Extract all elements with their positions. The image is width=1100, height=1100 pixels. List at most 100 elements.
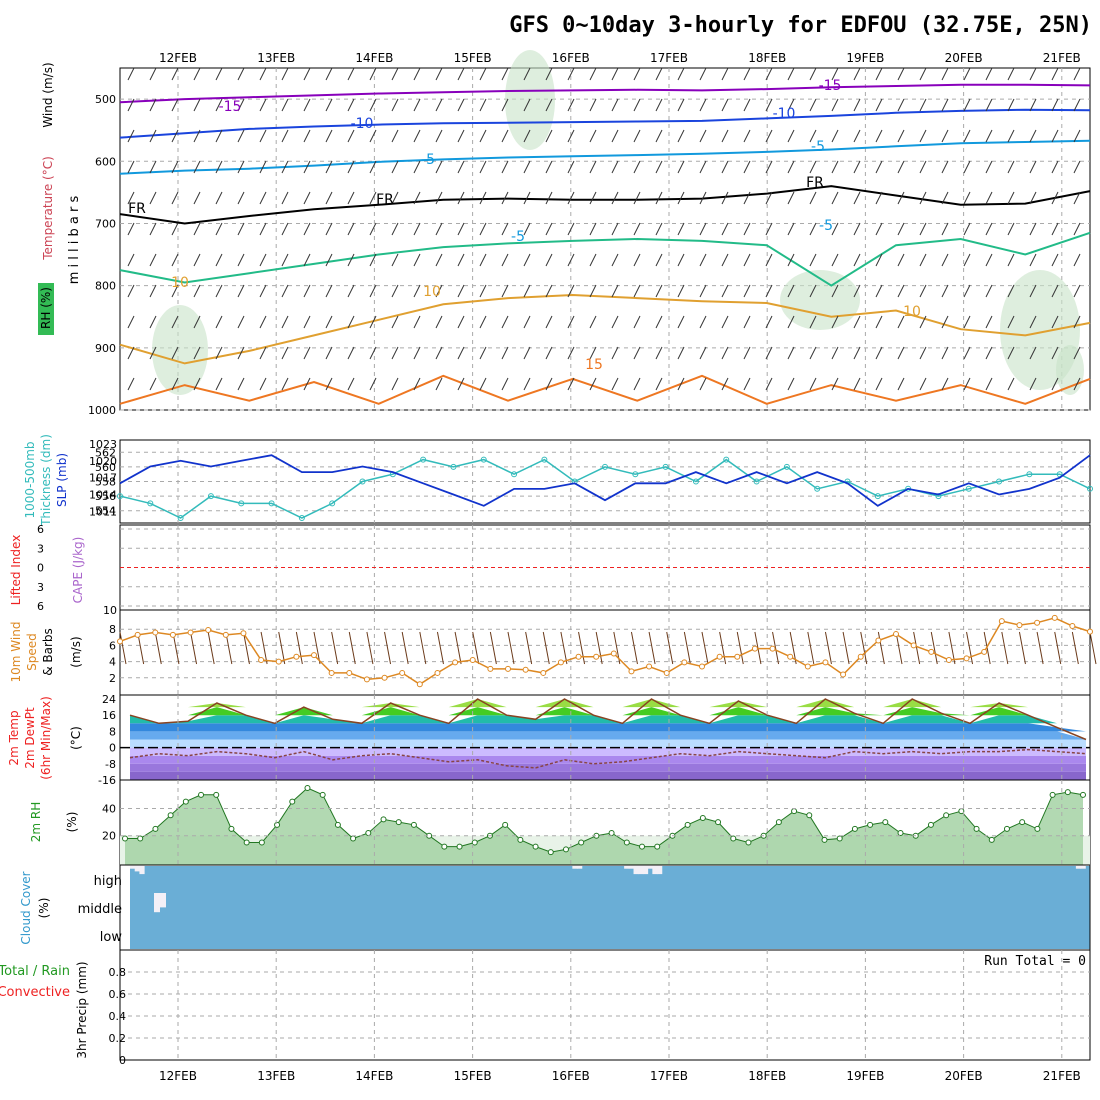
wind-barb (127, 377, 135, 391)
wind-barb (369, 315, 377, 329)
wind-barb (677, 222, 685, 236)
wind-barb (699, 346, 707, 360)
wind-barb (303, 346, 311, 360)
wind-barb (1029, 129, 1037, 143)
thickness-point (541, 456, 548, 463)
wind-barb (699, 98, 707, 112)
wind-barb (1029, 284, 1037, 298)
wind10m-speed-point (998, 618, 1005, 625)
wind-barb (1007, 315, 1015, 329)
wind-barb (1029, 160, 1037, 174)
lifted-axis-label: Lifted Index (9, 535, 23, 606)
wind-barb (809, 191, 817, 205)
wind-barb (743, 253, 751, 267)
wind-barb (567, 222, 575, 236)
wind-barb (457, 191, 465, 205)
wind-barb (809, 129, 817, 143)
rh2m-point (699, 815, 706, 821)
wind-barb (413, 315, 421, 329)
rh2m-point (274, 821, 281, 828)
thickness-tick-label: 554 (95, 505, 116, 518)
temp2m-axis-label: 2m Temp (7, 710, 21, 765)
wind-barb (171, 191, 179, 205)
isotherm-line (119, 139, 1091, 175)
wind-barb (985, 377, 993, 391)
wind-barb (897, 191, 905, 205)
wind-barb (501, 98, 509, 112)
pressure-tick-label: 800 (95, 280, 116, 293)
thickness-point (329, 500, 336, 507)
wind-barb (897, 346, 905, 360)
wind-barb (897, 284, 905, 298)
wind10m-barb (966, 631, 974, 665)
wind10m-speed-point (469, 656, 476, 663)
wind-barb (611, 98, 619, 112)
wind10m-barb (860, 631, 868, 665)
wind-barb (677, 315, 685, 329)
wind10m-barb (1018, 631, 1026, 665)
temp-band (130, 755, 1086, 764)
wind-barb (281, 377, 289, 391)
wind-barb (193, 315, 201, 329)
wind-barb (677, 98, 685, 112)
wind-barb (281, 222, 289, 236)
wind-barb (743, 315, 751, 329)
wind-barb (1051, 129, 1059, 143)
thickness-tick-label: 560 (95, 461, 116, 474)
rh2m-point (988, 836, 995, 843)
temp-band (130, 699, 1086, 708)
wind-barb (193, 284, 201, 298)
date-label-bottom: 20FEB (945, 1069, 983, 1083)
wind-barb (655, 253, 663, 267)
temp2m-tick-label: 8 (109, 725, 116, 738)
thickness-point (753, 478, 760, 485)
wind10m-barb (260, 631, 268, 665)
temp2m-tick-label: 16 (102, 709, 116, 722)
wind-barb (523, 129, 531, 143)
wind-barb (853, 377, 861, 391)
wind10m-barb (1071, 631, 1079, 665)
lifted-tick-label: 0 (37, 562, 44, 575)
rh2m-point (319, 791, 326, 798)
wind-barb (369, 284, 377, 298)
wind-barb (831, 284, 839, 298)
temp-band (130, 723, 1086, 732)
pressure-tick-label: 900 (95, 342, 116, 355)
wind-barb (369, 160, 377, 174)
wind10m-barb (701, 631, 709, 665)
wind-barb (567, 346, 575, 360)
wind-barb (611, 67, 619, 81)
wind-barb (699, 377, 707, 391)
wind10m-speed-point (522, 666, 529, 673)
cloud-high-gap (577, 866, 583, 869)
wind-barb (897, 67, 905, 81)
wind10m-tick-label: 4 (109, 656, 116, 669)
wind-barb (633, 222, 641, 236)
isotherm-label: 10 (423, 284, 441, 300)
wind-barb (413, 222, 421, 236)
wind-barb (831, 377, 839, 391)
wind-barb (875, 67, 883, 81)
wind-barb (457, 98, 465, 112)
temp2m-tick-label: 24 (102, 693, 116, 706)
rh2m-point (623, 839, 630, 846)
wind10m-speed-point (875, 637, 882, 644)
wind-barb (875, 98, 883, 112)
thickness-tick-label: 558 (95, 476, 116, 489)
wind10m-barb (1001, 631, 1009, 665)
wind10m-speed-point (928, 648, 935, 655)
wind-barb (919, 98, 927, 112)
thickness-line (119, 458, 1091, 519)
wind10m-barb (913, 631, 921, 665)
wind-barb (523, 160, 531, 174)
wind10m-speed-point (416, 681, 423, 688)
wind10m-speed-point (1087, 628, 1093, 635)
rh2m-point (927, 821, 934, 828)
wind-barb (567, 67, 575, 81)
wind-barb (127, 129, 135, 143)
wind-barb (281, 191, 289, 205)
cloud-high-gap (572, 866, 578, 869)
wind-barb (347, 346, 355, 360)
wind-barb (1051, 67, 1059, 81)
wind10m-speed-point (734, 653, 741, 660)
